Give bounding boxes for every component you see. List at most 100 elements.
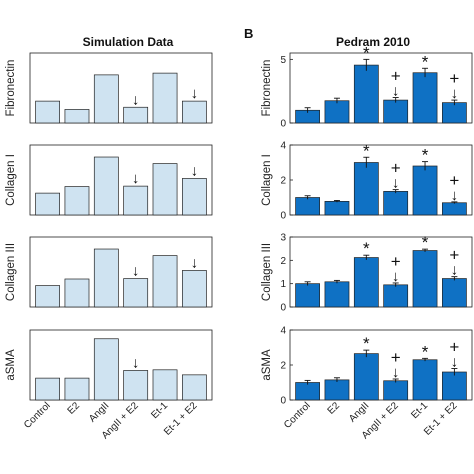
- sim-2-axes-box: [29, 236, 213, 308]
- sim-3-bar-3: [123, 370, 149, 401]
- sim-3-bar-5: [182, 374, 207, 401]
- exp-2-down-arrow-3: ↓: [392, 268, 400, 285]
- exp-3-bar-3: [383, 380, 409, 401]
- exp-3-plus-marker-5: +: [449, 338, 459, 357]
- sim-2-bar-2: [93, 248, 119, 308]
- exp-2-down-arrow-5: ↓: [451, 262, 459, 279]
- plots-area: Fibronectin ↓ ↓ Collagen I ↓ ↓ Collagen III ↓ ↓ a…: [5, 43, 473, 441]
- exp-1-ytick-label: 0: [280, 211, 286, 222]
- sim-2-bar-0: [35, 285, 60, 308]
- exp-2-axes-box: [289, 236, 473, 308]
- sim-2-bar-4: [152, 255, 178, 308]
- exp-2-ytick-label: 1: [280, 279, 286, 290]
- exp-3-ytick-label: 2: [280, 361, 286, 372]
- exp-2-ytick-label: 3: [280, 233, 286, 244]
- exp-3-ylabel: aSMA: [261, 349, 273, 381]
- exp-1-bar-5: [442, 202, 467, 216]
- exp-3-bar-2: [353, 353, 379, 401]
- exp-3-significance-star-2: *: [363, 334, 370, 353]
- exp-3-bar-1: [324, 379, 350, 401]
- sim-1-down-arrow-5: ↓: [191, 162, 199, 179]
- exp-1-bar-2: [353, 162, 379, 216]
- exp-2-bar-3: [383, 284, 409, 308]
- sim-0-axes-box: [29, 52, 213, 124]
- exp-0-ylabel: Fibronectin: [261, 60, 273, 117]
- sim-2-down-arrow-3: ↓: [132, 263, 140, 280]
- panel-b-label: B: [244, 26, 253, 41]
- pedram-title: Pedram 2010: [336, 35, 410, 49]
- exp-0-bar-1: [324, 100, 350, 124]
- exp-0-ytick-label: 5: [280, 55, 286, 66]
- sim-1-bar-5: [182, 178, 207, 216]
- exp-1-bar-3: [383, 191, 409, 216]
- exp-1-plus-marker-5: +: [449, 171, 459, 190]
- exp-2-bar-0: [295, 283, 320, 308]
- exp-3-bar-0: [295, 382, 320, 401]
- exp-1-ytick-label: 2: [280, 176, 286, 187]
- sim-1-bar-2: [93, 156, 119, 216]
- sim-1-axes-box: [29, 144, 213, 216]
- sim-2-down-arrow-5: ↓: [191, 254, 199, 271]
- sim-3-bar-1: [64, 377, 90, 401]
- sim-2-bar-3: [123, 278, 149, 308]
- sim-1-bar-4: [152, 163, 178, 216]
- sim-2-bar-5: [182, 270, 207, 308]
- exp-1-bar-0: [295, 197, 320, 216]
- exp-2-plus-marker-5: +: [449, 246, 459, 265]
- exp-2-ylabel: Collagen III: [261, 243, 273, 301]
- sim-0-ylabel: Fibronectin: [5, 60, 17, 117]
- sim-0-bar-1: [64, 109, 90, 124]
- exp-1-plus-marker-3: +: [391, 159, 401, 178]
- exp-0-plus-marker-3: +: [391, 67, 401, 86]
- exp-0-significance-star-2: *: [363, 43, 370, 62]
- sim-xtick-2: AngII: [87, 400, 111, 424]
- sim-3-bar-0: [35, 377, 60, 401]
- exp-xtick-2: AngII: [347, 400, 371, 424]
- sim-0-bar-0: [35, 100, 60, 124]
- exp-2-bar-1: [324, 281, 350, 308]
- exp-0-bar-2: [353, 64, 379, 124]
- exp-2-significance-star-4: *: [422, 233, 429, 252]
- sim-3-ylabel: aSMA: [5, 349, 17, 381]
- exp-0-ytick-label: 0: [280, 119, 286, 130]
- exp-0-bar-5: [442, 102, 467, 124]
- sim-2-ylabel: Collagen III: [5, 243, 17, 301]
- sim-1-ylabel: Collagen I: [5, 154, 17, 206]
- sim-0-bar-4: [152, 72, 178, 124]
- exp-2-bar-2: [353, 257, 379, 308]
- exp-xtick-4: Et-1: [409, 400, 430, 421]
- sim-0-bar-2: [93, 74, 119, 124]
- sim-2-bar-1: [64, 278, 90, 308]
- sim-xtick-0: Control: [22, 400, 53, 431]
- exp-xtick-1: E2: [326, 400, 343, 417]
- exp-xtick-0: Control: [282, 400, 313, 431]
- exp-2-ytick-label: 2: [280, 256, 286, 267]
- exp-3-down-arrow-5: ↓: [451, 354, 459, 371]
- exp-2-ytick-label: 0: [280, 303, 286, 314]
- sim-0-bar-3: [123, 106, 149, 124]
- exp-1-ytick-label: 4: [280, 141, 286, 152]
- exp-0-axes-box: [289, 52, 473, 124]
- sim-0-down-arrow-5: ↓: [191, 85, 199, 102]
- exp-3-plus-marker-3: +: [391, 348, 401, 367]
- exp-0-down-arrow-3: ↓: [392, 83, 400, 100]
- sim-1-bar-1: [64, 186, 90, 216]
- exp-3-ytick-label: 4: [280, 326, 286, 337]
- exp-1-bar-1: [324, 201, 350, 216]
- exp-3-ytick-label: 0: [280, 396, 286, 407]
- sim-3-bar-4: [152, 369, 178, 401]
- exp-3-bar-5: [442, 371, 467, 401]
- exp-1-significance-star-4: *: [422, 146, 429, 165]
- sim-0-down-arrow-3: ↓: [132, 91, 140, 108]
- exp-0-down-arrow-5: ↓: [451, 85, 459, 102]
- exp-3-down-arrow-3: ↓: [392, 364, 400, 381]
- exp-2-significance-star-2: *: [363, 239, 370, 258]
- exp-2-bar-5: [442, 278, 467, 308]
- sim-xtick-4: Et-1: [149, 400, 170, 421]
- exp-0-significance-star-4: *: [422, 52, 429, 71]
- exp-2-plus-marker-3: +: [391, 252, 401, 271]
- exp-3-significance-star-4: *: [422, 342, 429, 361]
- sim-3-axes-box: [29, 329, 213, 401]
- exp-1-down-arrow-3: ↓: [392, 175, 400, 192]
